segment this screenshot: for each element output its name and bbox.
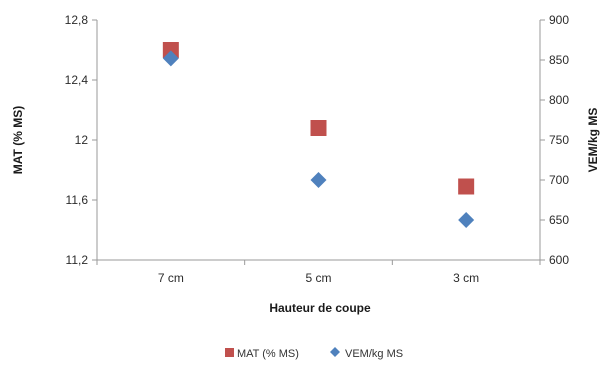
legend-swatch-vem — [330, 347, 340, 357]
vem-point — [310, 172, 327, 188]
left-tick-label: 11,2 — [66, 253, 89, 267]
right-tick-label: 650 — [549, 213, 569, 227]
x-tick-label: 7 cm — [158, 271, 184, 285]
right-tick-label: 700 — [549, 173, 569, 187]
x-axis-title: Hauteur de coupe — [269, 301, 371, 315]
right-tick-label: 750 — [549, 133, 569, 147]
right-tick-label: 800 — [549, 93, 569, 107]
legend-label-mat: MAT (% MS) — [237, 348, 299, 360]
data-markers — [162, 42, 475, 228]
left-tick-label: 12,4 — [65, 73, 89, 87]
right-tick-label: 900 — [549, 13, 569, 27]
mat-point — [162, 42, 179, 58]
x-tick-label: 3 cm — [453, 271, 479, 285]
vem-point — [458, 212, 475, 228]
right-tick-label: 850 — [549, 53, 569, 67]
legend: MAT (% MS) VEM/kg MS — [225, 347, 403, 360]
x-ticks: 7 cm 5 cm 3 cm — [96, 260, 541, 285]
left-tick-label: 12 — [75, 133, 89, 147]
mat-point — [458, 178, 475, 195]
right-y-ticks: 600 650 700 750 800 850 900 — [540, 13, 569, 267]
vem-point — [162, 50, 179, 67]
right-y-axis-title: VEM/kg MS — [586, 108, 600, 173]
right-tick-label: 600 — [549, 253, 569, 267]
left-y-ticks: 11,2 11,6 12 12,4 12,8 — [65, 13, 97, 267]
x-tick-label: 5 cm — [305, 271, 331, 285]
mat-point — [310, 120, 327, 136]
left-tick-label: 11,6 — [66, 193, 89, 207]
legend-label-vem: VEM/kg MS — [345, 348, 403, 360]
legend-swatch-mat — [225, 348, 234, 357]
left-tick-label: 12,8 — [65, 13, 89, 27]
left-y-axis-title: MAT (% MS) — [11, 106, 25, 174]
